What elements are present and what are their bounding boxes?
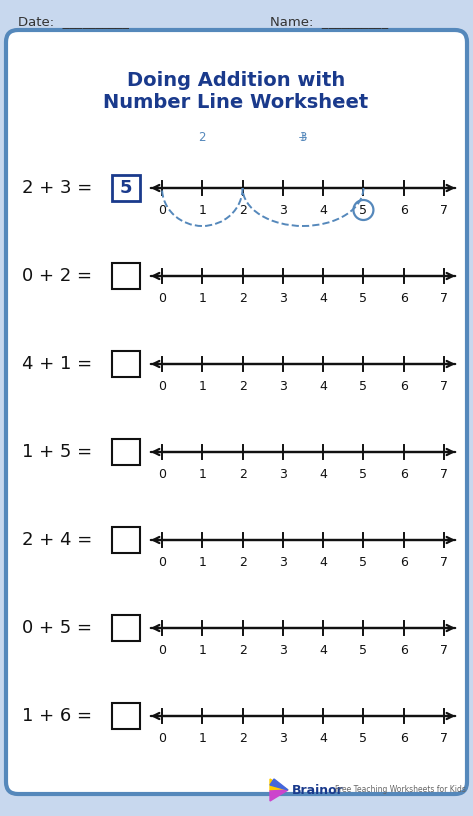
- Polygon shape: [270, 779, 288, 790]
- Text: 4: 4: [319, 468, 327, 481]
- Text: 5: 5: [359, 731, 368, 744]
- Text: Name:  __________: Name: __________: [270, 16, 388, 29]
- FancyBboxPatch shape: [112, 175, 140, 201]
- Text: 7: 7: [440, 644, 448, 657]
- Text: 4 + 1 =: 4 + 1 =: [22, 355, 92, 373]
- Text: 1: 1: [198, 731, 206, 744]
- Text: 0: 0: [158, 291, 166, 304]
- Polygon shape: [270, 790, 288, 801]
- Text: 0 + 2 =: 0 + 2 =: [22, 267, 92, 285]
- Text: 0: 0: [158, 731, 166, 744]
- Text: 1 + 6 =: 1 + 6 =: [22, 707, 92, 725]
- Text: 1: 1: [198, 468, 206, 481]
- FancyBboxPatch shape: [112, 439, 140, 465]
- Text: 6: 6: [400, 291, 408, 304]
- Text: 2 + 3 =: 2 + 3 =: [22, 179, 92, 197]
- Text: 2: 2: [239, 556, 246, 569]
- Text: 1: 1: [198, 644, 206, 657]
- Text: 6: 6: [400, 379, 408, 392]
- Text: 3: 3: [279, 644, 287, 657]
- Text: 6: 6: [400, 731, 408, 744]
- Text: 4: 4: [319, 379, 327, 392]
- Text: 7: 7: [440, 731, 448, 744]
- FancyBboxPatch shape: [112, 527, 140, 553]
- Text: 1: 1: [198, 379, 206, 392]
- Text: 7: 7: [440, 379, 448, 392]
- Text: 0: 0: [158, 644, 166, 657]
- Text: 0: 0: [158, 203, 166, 216]
- Text: 0: 0: [158, 556, 166, 569]
- Text: 3: 3: [279, 291, 287, 304]
- Text: Brainor: Brainor: [292, 783, 344, 796]
- Text: 3: 3: [279, 379, 287, 392]
- FancyBboxPatch shape: [112, 263, 140, 289]
- Text: 5: 5: [359, 644, 368, 657]
- Text: 2 + 4 =: 2 + 4 =: [22, 531, 92, 549]
- Text: Date:  __________: Date: __________: [18, 16, 129, 29]
- Text: 0 + 5 =: 0 + 5 =: [22, 619, 92, 637]
- Text: 7: 7: [440, 556, 448, 569]
- Text: 2: 2: [239, 203, 246, 216]
- Text: 3: 3: [279, 203, 287, 216]
- Text: 5: 5: [359, 556, 368, 569]
- Text: 1: 1: [198, 291, 206, 304]
- FancyBboxPatch shape: [112, 615, 140, 641]
- Text: 4: 4: [319, 556, 327, 569]
- Text: 2: 2: [239, 644, 246, 657]
- Polygon shape: [270, 779, 288, 791]
- Text: Number Line Worksheet: Number Line Worksheet: [104, 94, 368, 113]
- Text: 6: 6: [400, 203, 408, 216]
- Text: 2: 2: [239, 379, 246, 392]
- Text: 3: 3: [279, 556, 287, 569]
- Text: 1 + 5 =: 1 + 5 =: [22, 443, 92, 461]
- Text: 2: 2: [239, 731, 246, 744]
- Text: 7: 7: [440, 203, 448, 216]
- FancyBboxPatch shape: [112, 351, 140, 377]
- Text: 3: 3: [279, 731, 287, 744]
- Text: 4: 4: [319, 203, 327, 216]
- Text: 4: 4: [319, 644, 327, 657]
- Text: 5: 5: [359, 468, 368, 481]
- Text: 2: 2: [239, 291, 246, 304]
- Text: 2: 2: [239, 468, 246, 481]
- Text: 7: 7: [440, 468, 448, 481]
- Text: 6: 6: [400, 556, 408, 569]
- Text: 5: 5: [359, 379, 368, 392]
- Text: 5: 5: [359, 203, 368, 216]
- Text: 0: 0: [158, 468, 166, 481]
- Text: 3: 3: [279, 468, 287, 481]
- Text: 7: 7: [440, 291, 448, 304]
- FancyBboxPatch shape: [112, 703, 140, 729]
- Text: 1: 1: [198, 556, 206, 569]
- Text: 2: 2: [199, 131, 206, 144]
- Text: 3: 3: [299, 131, 307, 144]
- Text: +: +: [298, 131, 308, 144]
- Text: 6: 6: [400, 644, 408, 657]
- Text: 1: 1: [198, 203, 206, 216]
- Text: 0: 0: [158, 379, 166, 392]
- Text: 5: 5: [120, 179, 132, 197]
- FancyBboxPatch shape: [6, 30, 467, 794]
- Text: 4: 4: [319, 731, 327, 744]
- Text: 5: 5: [359, 291, 368, 304]
- Text: 4: 4: [319, 291, 327, 304]
- Text: 6: 6: [400, 468, 408, 481]
- Text: Free Teaching Worksheets for Kids: Free Teaching Worksheets for Kids: [335, 786, 466, 795]
- Text: Doing Addition with: Doing Addition with: [127, 70, 345, 90]
